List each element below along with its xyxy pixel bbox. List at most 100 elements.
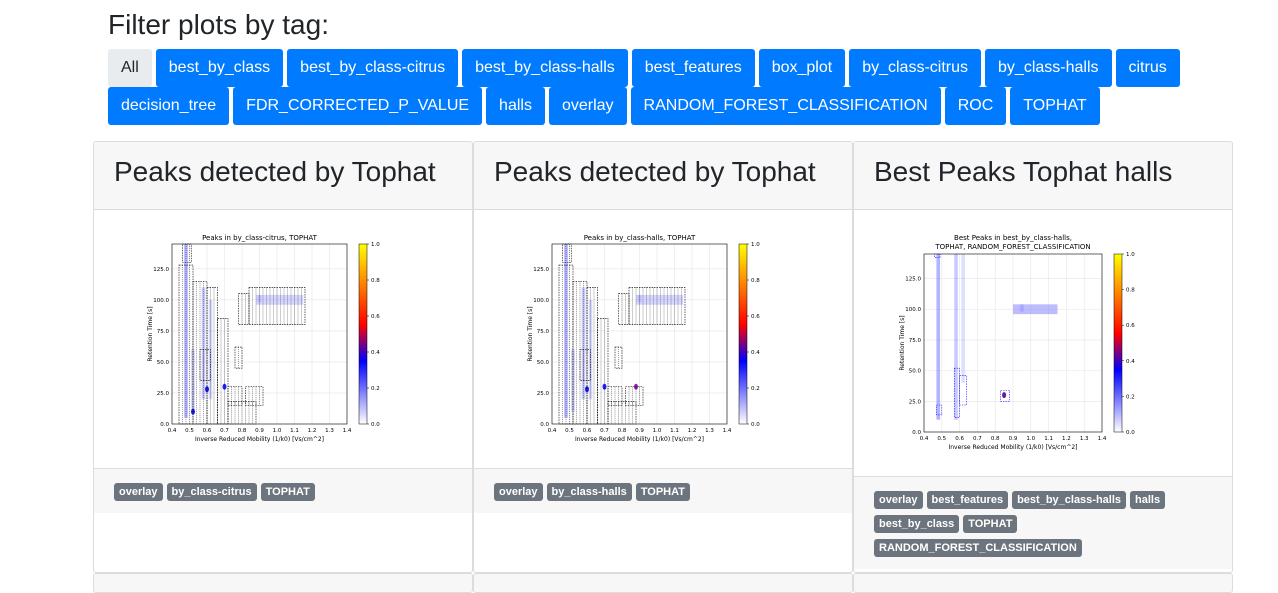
peak-streak	[257, 294, 262, 303]
tag-badge: overlay	[874, 491, 923, 509]
tag-row-2: decision_tree FDR_CORRECTED_P_VALUE halls o…	[108, 87, 1104, 125]
y-tick-label: 50.0	[909, 369, 922, 375]
tag-badge: TOPHAT	[963, 515, 1018, 533]
tag-button-tophat[interactable]: TOPHAT	[1010, 87, 1100, 125]
x-tick-label: 0.6	[203, 428, 212, 434]
tag-badge: TOPHAT	[260, 483, 315, 501]
peak-streak	[256, 294, 304, 305]
x-tick-label: 0.9	[635, 428, 644, 434]
plot-title: Peaks in by_class-citrus, TOPHAT	[202, 234, 318, 242]
plot-image[interactable]: Peaks in by_class-halls, TOPHAT 0.4 0.5 0.6…	[474, 210, 852, 468]
x-tick-label: 1.4	[343, 428, 352, 434]
plot-image[interactable]: Peaks in by_class-citrus, TOPHAT 0.4 0.5 0.…	[94, 210, 472, 468]
y-tick-label: 75.0	[909, 338, 922, 344]
peak-box	[217, 318, 229, 425]
peak-box	[238, 293, 250, 325]
x-axis-label: Inverse Reduced Mobility (1/k0) [Vs/cm^2…	[948, 444, 1077, 451]
x-tick-label: 1.1	[1044, 436, 1053, 442]
tag-button-citrus[interactable]: citrus	[1115, 49, 1180, 87]
tag-button-best-by-class[interactable]: best_by_class	[155, 49, 284, 87]
y-tick-label: 0.0	[540, 422, 549, 428]
x-tick-label: 0.4	[168, 428, 177, 434]
tag-button-random-forest-classification[interactable]: RANDOM_FOREST_CLASSIFICATION	[630, 87, 941, 125]
colorbar-tick-label: 0.8	[1126, 288, 1135, 294]
tag-button-best-by-class-halls[interactable]: best_by_class-halls	[462, 49, 628, 87]
plot-card: Best Peaks Tophat halls Best Peaks in be…	[853, 141, 1233, 573]
tag-button-decision-tree[interactable]: decision_tree	[108, 87, 230, 125]
tag-button-overlay[interactable]: overlay	[548, 87, 627, 125]
y-tick-label: 0.0	[912, 430, 921, 436]
colorbar-tick-label: 0.0	[751, 422, 760, 428]
colorbar-tick-label: 0.0	[1126, 430, 1135, 436]
tag-badge: best_features	[926, 491, 1009, 509]
colorbar-tick-label: 0.4	[751, 350, 760, 356]
peak-streak	[184, 244, 188, 418]
colorbar	[1113, 253, 1123, 433]
tag-button-all[interactable]: All	[108, 49, 152, 87]
x-tick-label: 1.1	[290, 428, 299, 434]
x-tick-label: 0.7	[220, 428, 229, 434]
x-tick-label: 0.7	[600, 428, 609, 434]
y-tick-label: 125.0	[153, 267, 169, 273]
plot-image[interactable]: Best Peaks in best_by_class-halls, TOPHAT…	[854, 210, 1232, 476]
tag-button-by-class-halls[interactable]: by_class-halls	[985, 49, 1112, 87]
plot-card-next-row	[93, 573, 473, 593]
peak-streak	[564, 244, 568, 418]
card-title: Peaks detected by Tophat	[474, 142, 852, 210]
x-tick-label: 1.4	[723, 428, 732, 434]
colorbar-tick-label: 0.6	[1126, 323, 1135, 329]
peak-box	[579, 349, 591, 381]
y-tick-label: 75.0	[157, 329, 170, 335]
peak-streak	[191, 349, 195, 412]
tag-button-box-plot[interactable]: box_plot	[758, 49, 846, 87]
peak-box	[936, 404, 943, 416]
plot-card-next-row	[853, 573, 1233, 593]
peak-box	[199, 349, 211, 381]
plot-content: Best Peaks in best_by_class-halls,TOPHAT…	[899, 234, 1135, 451]
x-tick-label: 1.0	[1026, 436, 1035, 442]
card-title: Best Peaks Tophat halls	[854, 142, 1232, 210]
x-tick-label: 0.6	[955, 436, 964, 442]
colorbar-tick-label: 0.6	[371, 314, 380, 320]
y-axis-label: Retention Time [s]	[527, 306, 534, 361]
x-tick-label: 1.0	[273, 428, 282, 434]
x-tick-label: 0.5	[937, 436, 946, 442]
plot-title: Peaks in by_class-halls, TOPHAT	[584, 234, 696, 242]
tag-button-best-features[interactable]: best_features	[631, 49, 755, 87]
x-tick-label: 1.0	[653, 428, 662, 434]
tag-button-by-class-citrus[interactable]: by_class-citrus	[849, 49, 982, 87]
y-axis-label: Retention Time [s]	[899, 315, 906, 370]
tag-badge: best_by_class-halls	[1012, 491, 1127, 509]
colorbar-tick-label: 0.8	[371, 278, 380, 284]
tag-button-fdr-corrected-p-value[interactable]: FDR_CORRECTED_P_VALUE	[233, 87, 483, 125]
peak-streak	[954, 254, 958, 420]
tag-badge: RANDOM_FOREST_CLASSIFICATION	[874, 539, 1082, 557]
colorbar-tick-label: 0.2	[751, 386, 760, 392]
x-tick-label: 0.8	[991, 436, 1000, 442]
x-tick-label: 0.6	[583, 428, 592, 434]
colorbar-tick-label: 0.4	[371, 350, 380, 356]
plot-content: Peaks in by_class-citrus, TOPHAT 0.4 0.5 0.…	[147, 234, 380, 443]
plot-content: Peaks in by_class-halls, TOPHAT 0.4 0.5 0.6…	[527, 234, 760, 443]
peak-streak	[637, 294, 642, 303]
plot-card: Peaks detected by Tophat Peaks in by_cla…	[473, 141, 853, 573]
x-tick-label: 1.2	[308, 428, 317, 434]
plot-title: Best Peaks in best_by_class-halls,	[954, 234, 1072, 242]
peak-box	[245, 386, 264, 406]
tag-button-roc[interactable]: ROC	[944, 87, 1007, 125]
peak-box	[597, 318, 609, 425]
tag-button-halls[interactable]: halls	[486, 87, 545, 125]
y-tick-label: 0.0	[160, 422, 169, 428]
x-tick-label: 0.8	[618, 428, 627, 434]
x-tick-label: 1.3	[1080, 436, 1089, 442]
tag-badge: overlay	[114, 483, 163, 501]
x-tick-label: 0.5	[565, 428, 574, 434]
y-tick-label: 25.0	[157, 391, 170, 397]
colorbar-tick-label: 0.2	[1126, 394, 1135, 400]
peak-point	[205, 386, 209, 393]
x-tick-label: 1.3	[325, 428, 334, 434]
tag-button-best-by-class-citrus[interactable]: best_by_class-citrus	[287, 49, 459, 87]
peak-box	[625, 386, 644, 406]
plot-card: Peaks detected by Tophat Peaks in by_cla…	[93, 141, 473, 573]
x-tick-label: 1.2	[688, 428, 697, 434]
